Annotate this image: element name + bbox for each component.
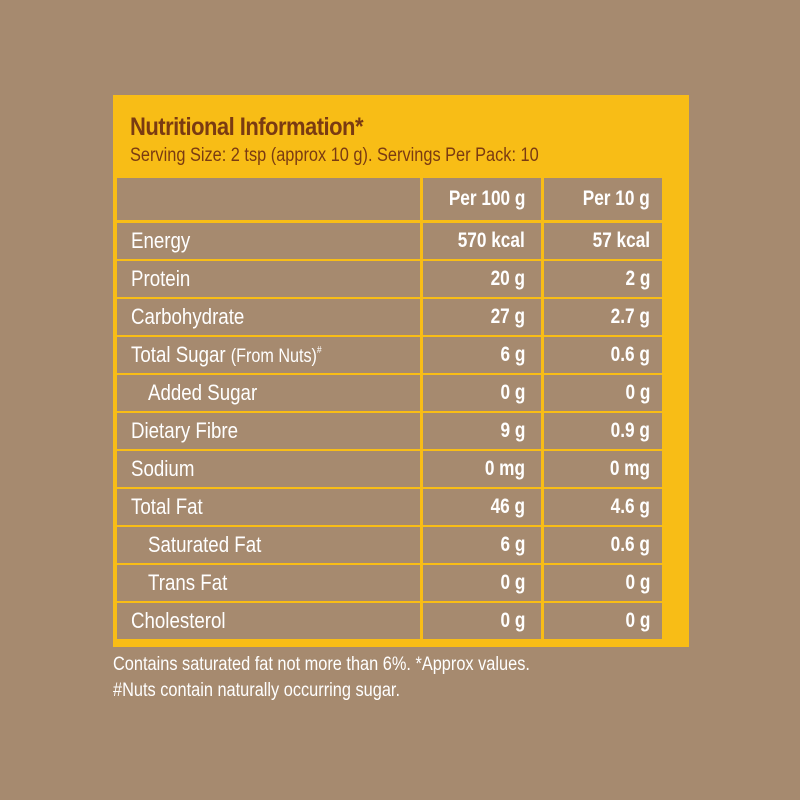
table-header-row: Per 100 g Per 10 g xyxy=(117,178,689,220)
table-row: Saturated Fat 6 g 0.6 g xyxy=(117,527,689,563)
per-100g-cell: 6 g xyxy=(423,527,541,563)
per-100g-cell: 570 kcal xyxy=(423,223,541,259)
per-100g-cell: 0 g xyxy=(423,565,541,601)
nutrient-name-cell: Added Sugar xyxy=(117,375,420,411)
nutrient-name-cell: Dietary Fibre xyxy=(117,413,420,449)
nutrient-label: Dietary Fibre xyxy=(131,418,239,443)
panel-title: Nutritional Information* xyxy=(130,113,364,141)
nutrient-name-cell: Sodium xyxy=(117,451,420,487)
per-10g-cell: 0 g xyxy=(544,565,662,601)
nutrient-name-cell: Energy xyxy=(117,223,420,259)
nutrient-label: Energy xyxy=(131,228,191,253)
table-row: Total Fat 46 g 4.6 g xyxy=(117,489,689,525)
table-row: Total Sugar (From Nuts)# 6 g 0.6 g xyxy=(117,337,689,373)
per-10g-cell: 4.6 g xyxy=(544,489,662,525)
nutrition-table: Per 100 g Per 10 g Energy 570 kcal 57 kcal… xyxy=(117,178,689,641)
nutrient-label: Trans Fat xyxy=(148,570,228,595)
nutrient-name-cell: Trans Fat xyxy=(117,565,420,601)
nutrient-name-cell: Protein xyxy=(117,261,420,297)
header-per-100g: Per 100 g xyxy=(423,178,541,220)
nutrition-panel: Nutritional Information* Serving Size: 2… xyxy=(113,95,689,647)
per-100g-cell: 20 g xyxy=(423,261,541,297)
nutrient-label: Cholesterol xyxy=(131,608,226,633)
nutrient-name-cell: Total Sugar (From Nuts)# xyxy=(117,337,420,373)
nutrient-label: Sodium xyxy=(131,456,195,481)
per-100g-cell: 46 g xyxy=(423,489,541,525)
per-10g-cell: 0 mg xyxy=(544,451,662,487)
per-10g-cell: 0.6 g xyxy=(544,527,662,563)
per-10g-cell: 2 g xyxy=(544,261,662,297)
per-100g-cell: 6 g xyxy=(423,337,541,373)
per-100g-cell: 0 mg xyxy=(423,451,541,487)
header-per-10g: Per 10 g xyxy=(544,178,662,220)
nutrient-label: Saturated Fat xyxy=(148,532,262,557)
table-row: Dietary Fibre 9 g 0.9 g xyxy=(117,413,689,449)
per-10g-cell: 0.9 g xyxy=(544,413,662,449)
serving-size-text: Serving Size: 2 tsp (approx 10 g). Servi… xyxy=(130,145,539,166)
per-100g-cell: 9 g xyxy=(423,413,541,449)
nutrient-name-cell: Cholesterol xyxy=(117,603,420,639)
nutrient-label: Total Fat xyxy=(131,494,203,519)
nutrient-label: Added Sugar xyxy=(148,380,258,405)
footnote-saturated-fat: Contains saturated fat not more than 6%.… xyxy=(113,654,530,675)
footnote-nuts-sugar: #Nuts contain naturally occurring sugar. xyxy=(113,680,401,701)
per-10g-cell: 0.6 g xyxy=(544,337,662,373)
per-100g-cell: 0 g xyxy=(423,375,541,411)
nutrient-name-cell: Saturated Fat xyxy=(117,527,420,563)
per-10g-cell: 0 g xyxy=(544,375,662,411)
per-100g-cell: 0 g xyxy=(423,603,541,639)
per-10g-cell: 0 g xyxy=(544,603,662,639)
nutrient-label: Total Sugar (From Nuts)# xyxy=(131,342,322,367)
table-row: Sodium 0 mg 0 mg xyxy=(117,451,689,487)
nutrient-name-cell: Total Fat xyxy=(117,489,420,525)
table-row: Carbohydrate 27 g 2.7 g xyxy=(117,299,689,335)
per-100g-cell: 27 g xyxy=(423,299,541,335)
table-row: Energy 570 kcal 57 kcal xyxy=(117,223,689,259)
nutrient-label: Protein xyxy=(131,266,191,291)
per-10g-cell: 57 kcal xyxy=(544,223,662,259)
header-nutrient xyxy=(117,178,420,220)
per-10g-cell: 2.7 g xyxy=(544,299,662,335)
nutrient-name-cell: Carbohydrate xyxy=(117,299,420,335)
nutrient-label: Carbohydrate xyxy=(131,304,245,329)
